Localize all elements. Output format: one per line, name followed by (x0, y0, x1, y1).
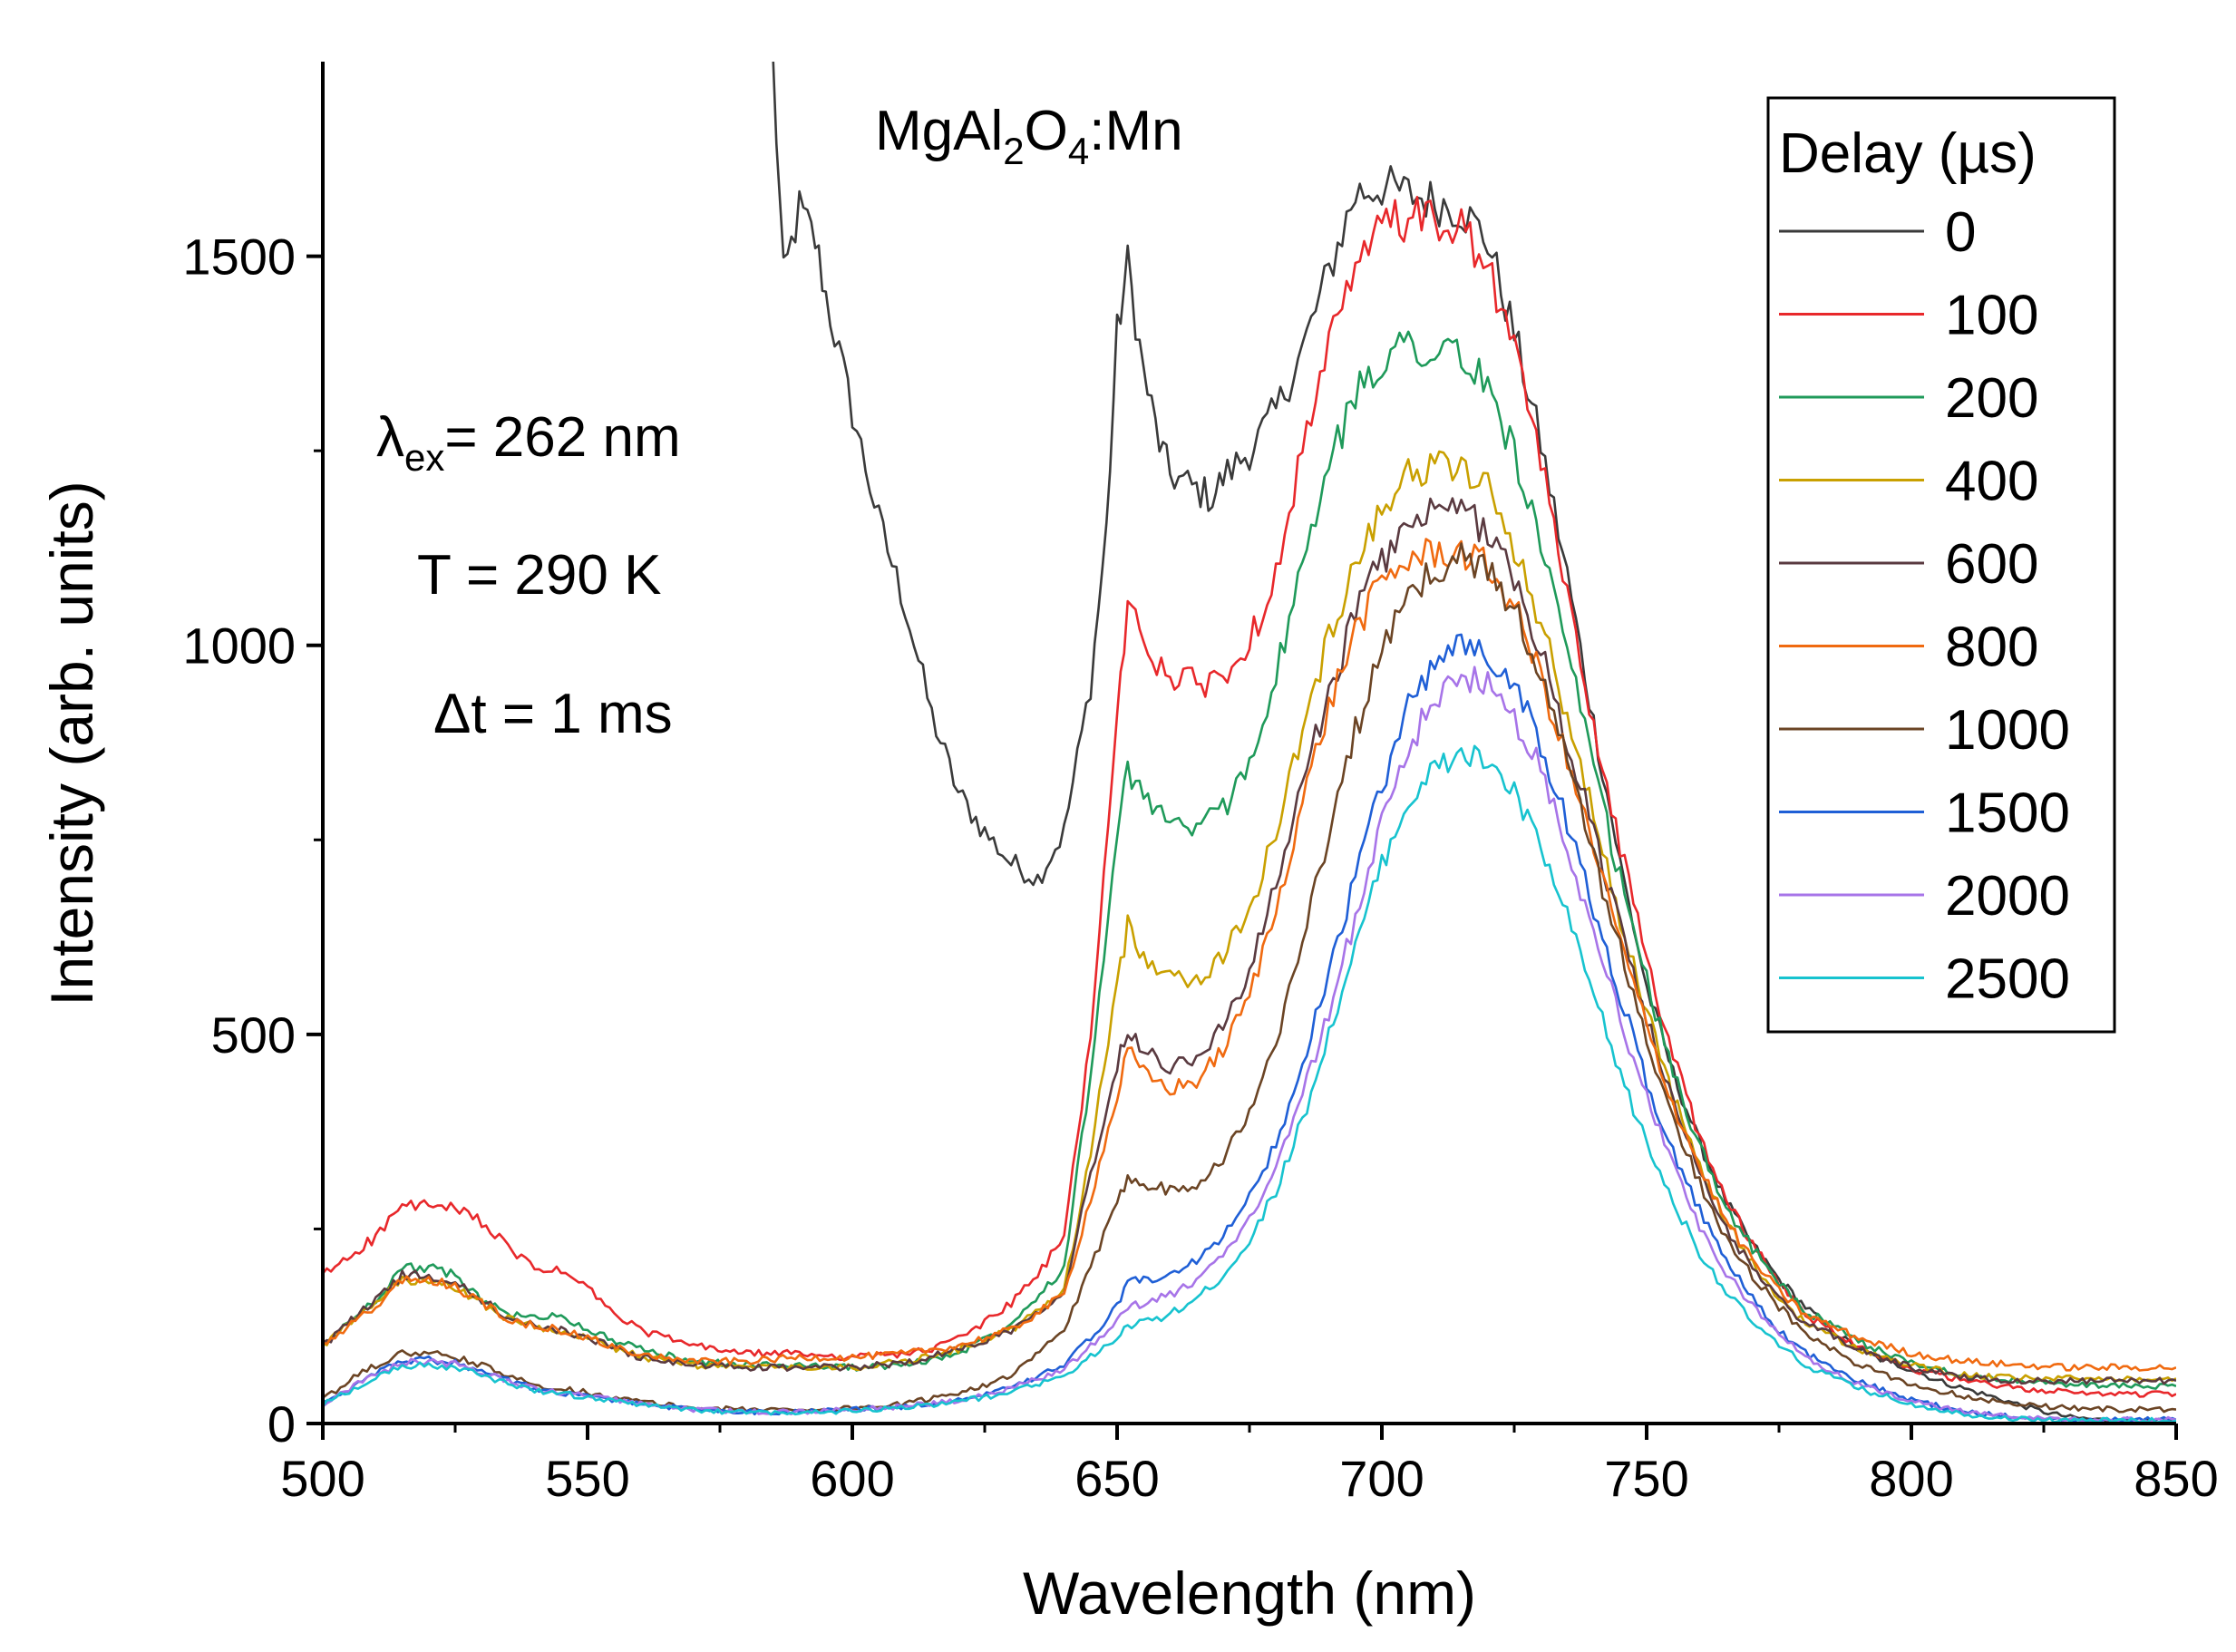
compound-subscript-2: 4 (1068, 130, 1089, 172)
x-tick-label: 500 (280, 1450, 365, 1507)
y-ticks: 0 500 1000 1500 (182, 228, 323, 1453)
series-line-800 (323, 538, 2176, 1372)
legend-label-600: 600 (1945, 533, 2038, 596)
y-tick-label: 500 (211, 1006, 296, 1064)
legend-entries: 0 100 200 400 600 800 1000 1500 2000 2500 (1779, 201, 2070, 1011)
x-tick-label: 800 (1869, 1450, 1953, 1507)
legend-label-1000: 1000 (1945, 699, 2070, 762)
y-tick-label: 1000 (182, 617, 296, 675)
x-tick-label: 550 (545, 1450, 629, 1507)
x-axis-title: Wavelength (nm) (1023, 1560, 1476, 1627)
legend-label-0: 0 (1945, 201, 1976, 264)
gate-annotation: Δt = 1 ms (433, 683, 673, 745)
y-tick-label: 0 (267, 1395, 296, 1453)
legend-label-2000: 2000 (1945, 865, 2070, 928)
legend-label-100: 100 (1945, 285, 2038, 347)
excitation-subscript: ex (404, 436, 444, 479)
excitation-symbol: λ (376, 406, 404, 469)
compound-annotation: MgAl2O4:Mn (875, 100, 1183, 172)
x-tick-label: 600 (810, 1450, 894, 1507)
compound-subscript-1: 2 (1003, 130, 1024, 172)
series-line-0 (772, 62, 2176, 1424)
x-tick-label: 650 (1074, 1450, 1159, 1507)
x-tick-label: 850 (2134, 1450, 2218, 1507)
y-tick-label: 1500 (182, 228, 296, 286)
legend-box (1766, 96, 2116, 1034)
x-ticks: 500 550 600 650 700 750 800 850 (280, 1424, 2219, 1507)
series-line-2000 (323, 666, 2176, 1424)
x-tick-label: 700 (1339, 1450, 1424, 1507)
y-axis-title: Intensity (arb. units) (38, 481, 105, 1006)
series-layer (323, 62, 2176, 1424)
legend-label-800: 800 (1945, 617, 2038, 679)
x-tick-label: 750 (1604, 1450, 1688, 1507)
excitation-value: = 262 nm (444, 406, 680, 469)
compound-mid: O (1025, 100, 1068, 162)
series-line-600 (323, 497, 2176, 1385)
compound-main: MgAl (875, 100, 1003, 162)
legend-label-1500: 1500 (1945, 782, 2070, 845)
temperature-annotation: T = 290 K (417, 544, 661, 607)
excitation-annotation: λex= 262 nm (376, 406, 681, 479)
legend-label-2500: 2500 (1945, 948, 2070, 1011)
legend-label-400: 400 (1945, 451, 2038, 513)
series-line-2500 (323, 744, 2176, 1424)
compound-end: :Mn (1089, 100, 1182, 162)
legend-label-200: 200 (1945, 367, 2038, 430)
legend: Delay (µs) 0 100 200 400 600 800 1000 1500 2000 2… (1766, 96, 2116, 1034)
series-line-200 (323, 330, 2176, 1390)
legend-title: Delay (µs) (1779, 122, 2037, 185)
